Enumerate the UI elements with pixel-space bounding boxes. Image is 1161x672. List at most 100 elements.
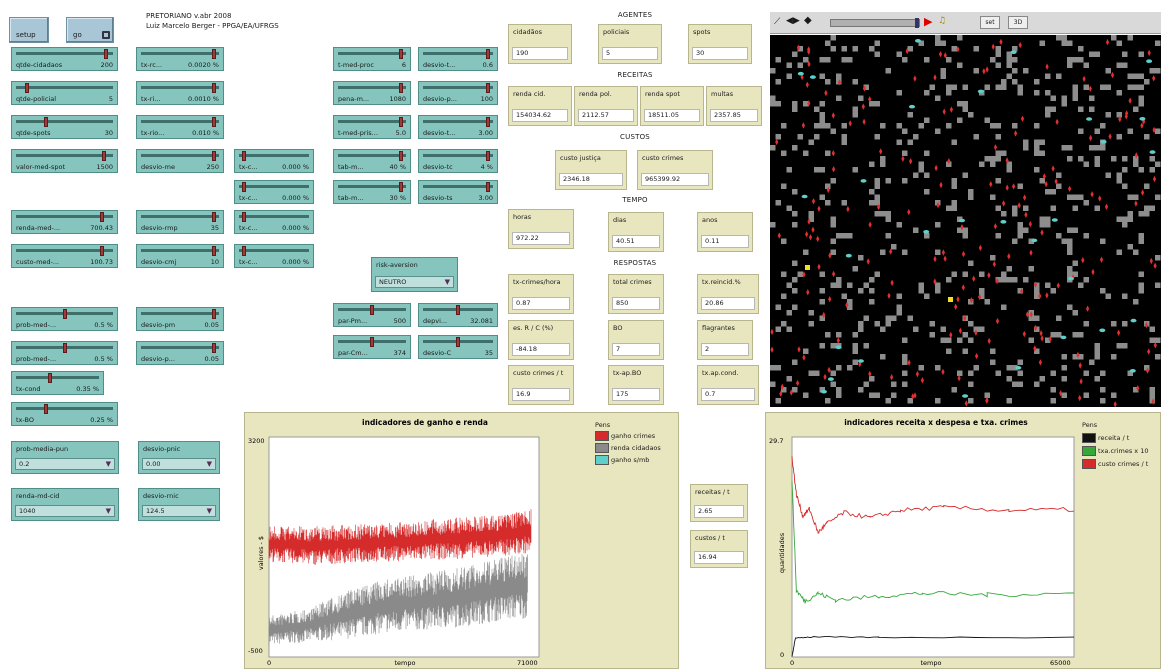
3d-button[interactable]: 3D xyxy=(1008,16,1028,29)
slider-track[interactable] xyxy=(16,86,113,89)
slider-t-med-pris[interactable]: t-med-pris... 5.0 xyxy=(333,115,411,139)
slider-desvio-t[interactable]: desvio-t... 0.6 xyxy=(418,47,498,71)
slider-track[interactable] xyxy=(338,185,406,188)
slider-thumb[interactable] xyxy=(212,246,217,256)
slider-thumb[interactable] xyxy=(62,343,67,353)
slider-thumb[interactable] xyxy=(212,212,217,222)
slider-tx-cond[interactable]: tx-cond 0.35 % xyxy=(11,371,104,395)
slider-qtde-cidadaos[interactable]: qtde-cidadaos 200 xyxy=(11,47,118,71)
slider-thumb[interactable] xyxy=(399,182,404,192)
slider-desvio-cmj[interactable]: desvio-cmj 10 xyxy=(136,244,224,268)
slider-track[interactable] xyxy=(16,120,113,123)
slider-tab-m-1[interactable]: tab-m... 40 % xyxy=(333,149,411,173)
slider-custo-med[interactable]: custo-med-... 100.73 xyxy=(11,244,118,268)
slider-thumb[interactable] xyxy=(370,337,374,347)
slider-desvio-tc[interactable]: desvio-tc 4 % xyxy=(418,149,498,173)
slider-thumb[interactable] xyxy=(212,49,217,59)
slider-tx-c-3[interactable]: tx-c... 0.000 % xyxy=(234,210,314,234)
update-icon[interactable]: ♫ xyxy=(938,16,947,26)
slider-tx-rio[interactable]: tx-rio... 0.010 % xyxy=(136,115,224,139)
set-button[interactable]: set xyxy=(980,16,1000,29)
slider-track[interactable] xyxy=(16,376,99,379)
slider-track[interactable] xyxy=(141,86,219,89)
slider-thumb[interactable] xyxy=(399,83,404,93)
slider-track[interactable] xyxy=(141,346,219,349)
slider-tx-rc[interactable]: tx-rc... 0.0020 % xyxy=(136,47,224,71)
slider-desvio-me[interactable]: desvio-me 250 xyxy=(136,149,224,173)
go-button[interactable]: go xyxy=(66,17,114,43)
slider-tx-c-1[interactable]: tx-c... 0.000 % xyxy=(234,149,314,173)
slider-thumb[interactable] xyxy=(212,151,217,161)
slider-thumb[interactable] xyxy=(242,246,247,256)
slider-thumb[interactable] xyxy=(486,182,491,192)
slider-track[interactable] xyxy=(239,154,309,157)
slider-thumb[interactable] xyxy=(47,373,52,383)
slider-desvio-ts[interactable]: desvio-ts 3.00 xyxy=(418,180,498,204)
slider-track[interactable] xyxy=(338,52,406,55)
slider-t-med-proc[interactable]: t-med-proc 6 xyxy=(333,47,411,71)
slider-desvio-p[interactable]: desvio-p... 0.05 xyxy=(136,341,224,365)
slider-valor-med-spot[interactable]: valor-med-spot 1500 xyxy=(11,149,118,173)
slider-thumb[interactable] xyxy=(62,309,67,319)
slider-track[interactable] xyxy=(423,120,493,123)
slider-track[interactable] xyxy=(141,215,219,218)
speed-slider[interactable] xyxy=(830,18,920,28)
slider-thumb[interactable] xyxy=(99,246,104,256)
move-arrows-icon[interactable]: ◀▶ xyxy=(786,16,800,26)
slider-thumb[interactable] xyxy=(212,117,217,127)
slider-track[interactable] xyxy=(16,407,113,410)
desvio-pnic-chooser[interactable]: desvio-pnic 0.00 xyxy=(138,441,220,474)
slider-prob-med-2[interactable]: prob-med-... 0.5 % xyxy=(11,341,118,365)
slider-thumb[interactable] xyxy=(456,337,460,347)
slider-desvio-p2[interactable]: desvio-p... 100 xyxy=(418,81,498,105)
slider-desvio-t2[interactable]: desvio-t... 3.00 xyxy=(418,115,498,139)
slider-track[interactable] xyxy=(141,52,219,55)
slider-tx-ri[interactable]: tx-ri... 0.0010 % xyxy=(136,81,224,105)
slider-qtde-spots[interactable]: qtde-spots 30 xyxy=(11,115,118,139)
slider-tx-c-2[interactable]: tx-c... 0.000 % xyxy=(234,180,314,204)
slider-tab-m-2[interactable]: tab-m... 30 % xyxy=(333,180,411,204)
slider-desvio-rmp[interactable]: desvio-rmp 35 xyxy=(136,210,224,234)
slider-track[interactable] xyxy=(16,215,113,218)
slider-thumb[interactable] xyxy=(399,117,404,127)
slider-thumb[interactable] xyxy=(242,212,247,222)
slider-track[interactable] xyxy=(16,249,113,252)
slider-prob-med-1[interactable]: prob-med-... 0.5 % xyxy=(11,307,118,331)
slider-thumb[interactable] xyxy=(486,117,491,127)
slider-thumb[interactable] xyxy=(104,49,109,59)
slider-thumb[interactable] xyxy=(370,305,374,315)
desvio-rnic-chooser[interactable]: desvio-rnic 124.5 xyxy=(138,488,220,521)
slider-track[interactable] xyxy=(338,120,406,123)
slider-tx-c-4[interactable]: tx-c... 0.000 % xyxy=(234,244,314,268)
slider-track[interactable] xyxy=(141,312,219,315)
slider-track[interactable] xyxy=(239,215,309,218)
slider-thumb[interactable] xyxy=(486,83,491,93)
slider-track[interactable] xyxy=(239,185,309,188)
setup-button[interactable]: setup xyxy=(9,17,49,43)
slider-thumb[interactable] xyxy=(99,212,104,222)
slider-thumb[interactable] xyxy=(486,151,491,161)
slider-thumb[interactable] xyxy=(101,151,106,161)
slider-thumb[interactable] xyxy=(399,49,404,59)
slider-track[interactable] xyxy=(141,120,219,123)
slider-desvio-C[interactable]: desvio-C 35 xyxy=(418,335,498,359)
slider-thumb[interactable] xyxy=(242,182,247,192)
slider-track[interactable] xyxy=(423,154,493,157)
slider-depvi[interactable]: depvi... 32.081 xyxy=(418,303,498,327)
prob-media-pun-chooser[interactable]: prob-media-pun 0.2 xyxy=(11,441,119,474)
slider-qtde-policial[interactable]: qtde-policial 5 xyxy=(11,81,118,105)
slider-thumb[interactable] xyxy=(43,404,48,414)
slider-track[interactable] xyxy=(16,154,113,157)
slider-thumb[interactable] xyxy=(212,309,217,319)
slider-pena-m[interactable]: pena-m... 1080 xyxy=(333,81,411,105)
slider-thumb[interactable] xyxy=(212,343,217,353)
slider-track[interactable] xyxy=(16,52,113,55)
slider-track[interactable] xyxy=(423,52,493,55)
slider-track[interactable] xyxy=(141,154,219,157)
slider-tx-BO[interactable]: tx-BO 0.25 % xyxy=(11,402,118,426)
renda-md-cid-chooser[interactable]: renda-md-cid 1040 xyxy=(11,488,119,521)
slider-renda-med[interactable]: renda-med-... 700.43 xyxy=(11,210,118,234)
slider-thumb[interactable] xyxy=(486,49,491,59)
slider-par-Pm[interactable]: par-Pm... 500 xyxy=(333,303,411,327)
slider-thumb[interactable] xyxy=(399,151,404,161)
